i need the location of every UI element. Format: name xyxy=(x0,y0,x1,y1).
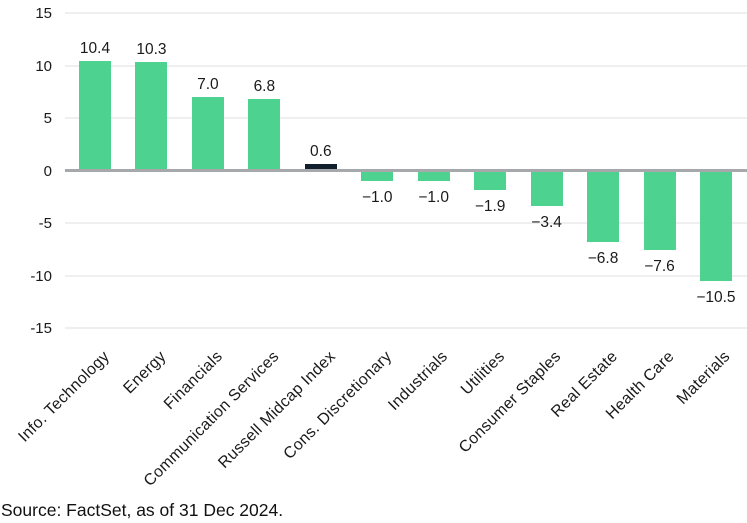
y-tick-label: -5 xyxy=(38,215,52,232)
bar-materials xyxy=(699,170,732,281)
x-axis-label-energy: Energy xyxy=(120,348,170,398)
x-axis-label-info-technology: Info. Technology xyxy=(15,348,114,446)
bar-russell-midcap-index xyxy=(304,164,337,171)
bar-consumer-staples xyxy=(530,170,563,207)
source-note: Source: FactSet, as of 31 Dec 2024. xyxy=(1,500,284,520)
y-tick-label: -10 xyxy=(30,267,52,285)
bar-utilities xyxy=(474,170,507,191)
gridline xyxy=(65,117,747,119)
gridline xyxy=(65,327,747,329)
zero-axis-line xyxy=(65,169,747,172)
bar-communication-services xyxy=(248,99,281,171)
bar-industrials xyxy=(417,170,450,181)
bar-value-label: 10.4 xyxy=(79,40,111,58)
y-tick-label: 0 xyxy=(43,162,52,180)
y-tick-label: 10 xyxy=(35,57,52,75)
bar-value-label: 6.8 xyxy=(253,78,276,96)
bar-value-label: −10.5 xyxy=(696,288,736,306)
x-axis-label-consumer-staples: Consumer Staples xyxy=(456,348,565,457)
y-tick-label: -15 xyxy=(30,320,52,337)
bar-health-care xyxy=(643,170,676,251)
bar-info-technology xyxy=(79,61,111,171)
bar-value-label: −7.6 xyxy=(644,258,675,276)
bar-value-label: 7.0 xyxy=(197,76,219,93)
gridline xyxy=(65,12,747,14)
gridline xyxy=(65,222,747,224)
bar-value-label: −1.0 xyxy=(418,189,449,206)
bar-value-label: 0.6 xyxy=(310,143,332,161)
bar-real-estate xyxy=(587,170,620,242)
gridline xyxy=(65,274,747,277)
bar-value-label: −3.4 xyxy=(531,214,562,232)
x-axis-label-materials: Materials xyxy=(674,348,734,408)
y-tick-label: 5 xyxy=(43,110,52,127)
x-axis-label-cons-discretionary: Cons. Discretionary xyxy=(280,348,396,463)
x-axis-label-industrials: Industrials xyxy=(385,348,452,414)
bar-cons-discretionary xyxy=(361,170,394,181)
bar-value-label: −6.8 xyxy=(587,249,619,267)
y-tick-label: 15 xyxy=(35,5,52,22)
bar-value-label: −1.9 xyxy=(474,198,506,216)
bar-financials xyxy=(191,97,224,171)
bar-value-label: 10.3 xyxy=(136,41,167,59)
bar-value-label: −1.0 xyxy=(361,189,393,206)
x-axis-label-utilities: Utilities xyxy=(457,348,509,399)
bar-energy xyxy=(135,62,168,171)
gridline xyxy=(65,64,747,67)
